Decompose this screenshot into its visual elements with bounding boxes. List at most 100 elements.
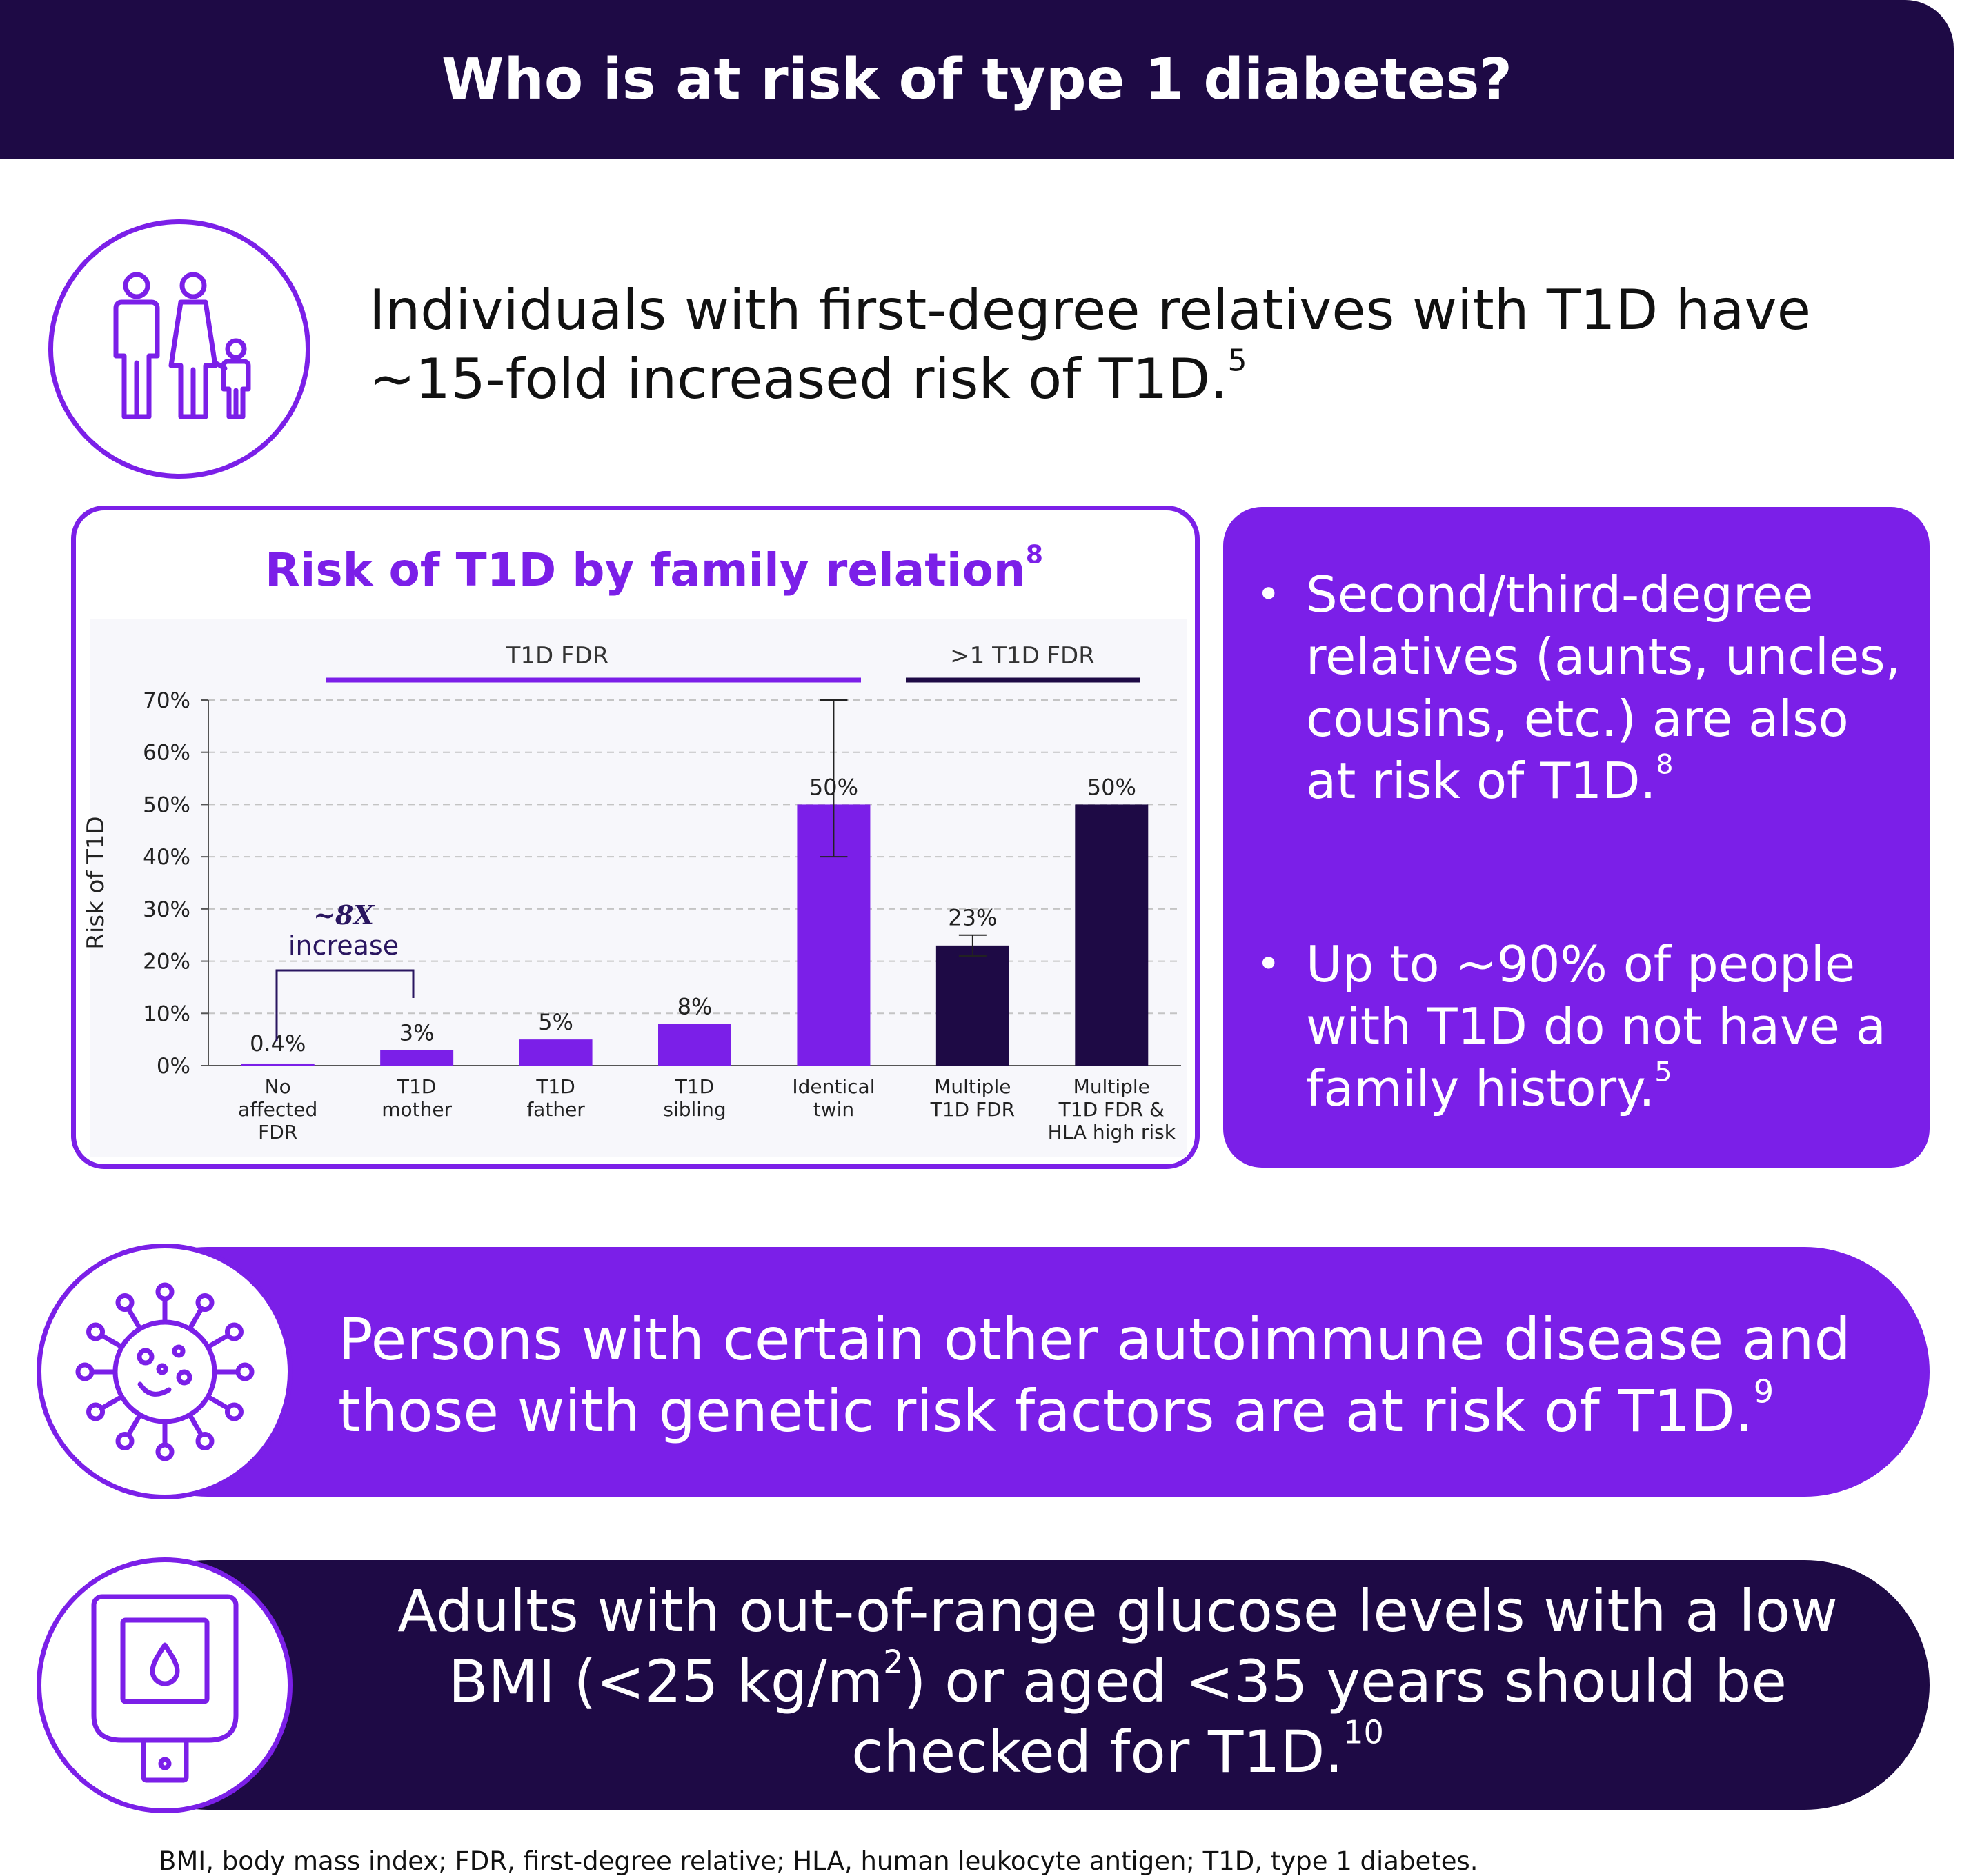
abbreviations-footnote: BMI, body mass index; FDR, first-degree … <box>159 1846 1478 1876</box>
bullet-2-ref: 5 <box>1654 1056 1672 1088</box>
x-tick-label: twin <box>813 1098 854 1121</box>
family-icon <box>113 272 251 419</box>
bar <box>519 1039 593 1066</box>
virus-spike-tip <box>75 1362 94 1381</box>
bar <box>380 1050 454 1066</box>
family-risk-ref: 5 <box>1227 343 1247 379</box>
glucose-line-2b: ) or aged <35 years should be <box>903 1648 1787 1715</box>
page-title: Who is at risk of type 1 diabetes? <box>442 46 1512 112</box>
data-label: 5% <box>538 1009 573 1035</box>
bar <box>1075 804 1149 1066</box>
virus-spike <box>187 1412 204 1437</box>
virus-spike-tip <box>155 1442 174 1461</box>
glucose-line-3: checked for T1D. <box>851 1718 1344 1786</box>
virus-spike-tip <box>115 1293 134 1312</box>
chart-title-text: Risk of T1D by family relation <box>264 543 1026 597</box>
bar <box>241 1063 315 1066</box>
x-tick-label: T1D <box>535 1075 575 1098</box>
virus-spike-tip <box>235 1362 254 1381</box>
x-tick-label: T1D <box>675 1075 714 1098</box>
bullet-second-third-degree: • Second/third-degree relatives (aunts, … <box>1256 563 1913 812</box>
chart-title: Risk of T1D by family relation8 <box>0 542 1308 597</box>
autoimmune-text-body: Persons with certain other autoimmune di… <box>338 1306 1851 1445</box>
data-label: 23% <box>948 905 997 931</box>
annotation-text: increase <box>288 930 399 961</box>
family-risk-text-body: Individuals with first-degree relatives … <box>369 278 1811 411</box>
y-tick-label: 40% <box>143 845 190 870</box>
glucose-banner <box>83 1560 1930 1810</box>
autoimmune-banner <box>83 1247 1930 1497</box>
x-tick-label: affected <box>238 1098 317 1121</box>
y-tick-label: 30% <box>143 897 190 922</box>
y-tick-label: 50% <box>143 792 190 817</box>
plot-background <box>90 619 1187 1157</box>
virus-spike-tip <box>115 1431 134 1450</box>
bullet-dot: • <box>1256 940 1281 988</box>
glucose-text-line-3: checked for T1D.10 <box>324 1716 1911 1787</box>
y-tick-label: 0% <box>157 1054 190 1079</box>
virus-spike-tip <box>224 1402 244 1421</box>
virus-icon-circle <box>37 1244 293 1499</box>
y-tick-label: 10% <box>143 1001 190 1026</box>
family-icon-circle <box>48 219 310 479</box>
virus-spike <box>187 1306 204 1331</box>
glucose-text-line-2: BMI (<25 kg/m2) or aged <35 years should… <box>324 1646 1911 1717</box>
virus-spike <box>126 1412 142 1437</box>
glucose-text-line-1: Adults with out-of-range glucose levels … <box>324 1576 1911 1646</box>
family-risk-text: Individuals with first-degree relatives … <box>369 276 1942 414</box>
virus-spike-tip <box>224 1322 244 1341</box>
x-tick-label: HLA high risk <box>1048 1121 1176 1144</box>
glucose-line-2a: BMI (<25 kg/m <box>448 1648 884 1715</box>
y-tick-label: 60% <box>143 741 190 766</box>
glucose-ref: 10 <box>1343 1713 1384 1751</box>
virus-spike-tip <box>86 1402 105 1421</box>
x-tick-label: T1D FDR & <box>1058 1098 1165 1121</box>
bar <box>935 945 1009 1066</box>
bullet-2-text: Up to ~90% of people with T1D do not hav… <box>1306 935 1886 1117</box>
virus-spike-tip <box>195 1293 214 1312</box>
x-tick-label: T1D FDR <box>930 1098 1016 1121</box>
x-tick-label: sibling <box>663 1098 726 1121</box>
glucose-icon-circle <box>37 1557 293 1813</box>
data-label: 50% <box>809 774 858 800</box>
x-tick-label: FDR <box>258 1121 297 1144</box>
x-tick-label: Identical <box>792 1075 875 1098</box>
annotation-value: ~8X <box>313 899 375 930</box>
glucose-line-1: Adults with out-of-range glucose levels … <box>397 1577 1838 1645</box>
x-tick-label: No <box>265 1075 291 1098</box>
x-tick-label: Multiple <box>934 1075 1011 1098</box>
x-tick-label: mother <box>382 1098 452 1121</box>
bullet-no-family-history: • Up to ~90% of people with T1D do not h… <box>1256 933 1913 1119</box>
x-tick-label: T1D <box>397 1075 436 1098</box>
group-label-t1d-fdr: T1D FDR <box>506 642 609 670</box>
data-label: 50% <box>1087 774 1136 800</box>
x-tick-label: father <box>526 1098 585 1121</box>
virus-spike <box>99 1333 124 1349</box>
bullet-1-ref: 8 <box>1656 748 1674 781</box>
virus-spike <box>205 1333 230 1349</box>
y-axis-title: Risk of T1D <box>82 816 110 949</box>
bullet-1-text: Second/third-degree relatives (aunts, un… <box>1306 566 1901 810</box>
virus-spike <box>205 1394 230 1410</box>
virus-spike <box>99 1394 124 1410</box>
virus-spike <box>126 1306 142 1331</box>
info-panel: • Second/third-degree relatives (aunts, … <box>1223 507 1930 1168</box>
data-label: 3% <box>399 1019 435 1046</box>
annotation-bracket <box>275 969 415 1041</box>
data-label: 0.4% <box>250 1030 306 1057</box>
chart-title-ref: 8 <box>1025 539 1044 570</box>
y-tick-label: 20% <box>143 950 190 975</box>
bullet-dot: • <box>1256 570 1281 619</box>
data-label: 8% <box>677 993 713 1019</box>
autoimmune-text: Persons with certain other autoimmune di… <box>338 1304 1904 1447</box>
virus-icon <box>75 1282 254 1461</box>
virus-spike-tip <box>86 1322 105 1341</box>
bar <box>658 1024 731 1066</box>
virus-spike-tip <box>195 1431 214 1450</box>
glucose-text: Adults with out-of-range glucose levels … <box>324 1576 1911 1787</box>
page-header: Who is at risk of type 1 diabetes? <box>0 0 1954 159</box>
glucose-meter-icon <box>91 1594 238 1782</box>
autoimmune-ref: 9 <box>1753 1373 1774 1410</box>
x-tick-label: Multiple <box>1073 1075 1150 1098</box>
glucose-line-2-sup: 2 <box>883 1643 904 1681</box>
